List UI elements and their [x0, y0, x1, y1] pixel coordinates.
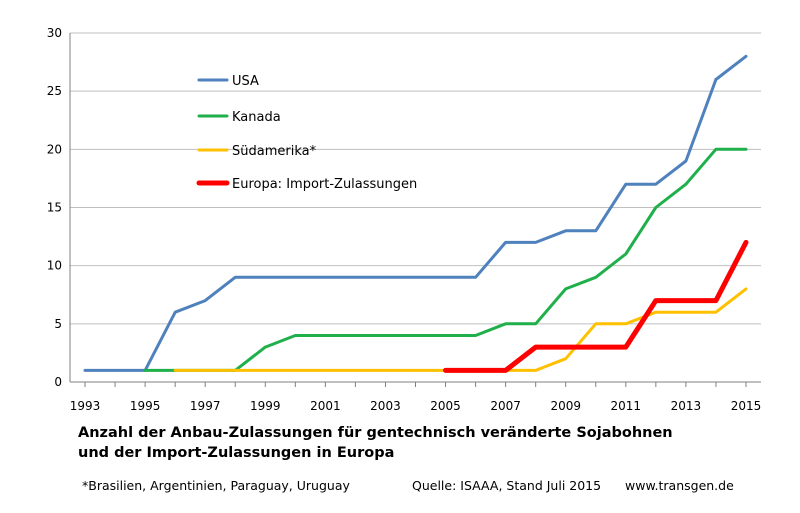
chart-caption: Anzahl der Anbau-Zulassungen für gentech… — [78, 423, 673, 463]
y-tick-label: 25 — [47, 84, 62, 98]
website-text: www.transgen.de — [625, 478, 734, 493]
x-tick-label: 2005 — [430, 399, 461, 413]
x-tick-label: 1993 — [70, 399, 101, 413]
legend-label: Europa: Import-Zulassungen — [232, 177, 417, 192]
x-tick-label: 2009 — [550, 399, 581, 413]
x-tick-label: 2007 — [490, 399, 521, 413]
y-tick-labels: 0 5 10 15 20 25 30 — [47, 26, 62, 389]
source-text: Quelle: ISAAA, Stand Juli 2015 — [412, 478, 602, 493]
x-tick-label: 1995 — [130, 399, 161, 413]
caption-line-1: Anzahl der Anbau-Zulassungen für gentech… — [78, 425, 673, 441]
x-tick-labels: 1993 1995 1997 1999 2001 2003 2005 2007 2009 2011… — [70, 399, 762, 413]
caption-line-2: und der Import-Zulassungen in Europa — [78, 445, 395, 461]
footnote: *Brasilien, Argentinien, Paraguay, Urugu… — [82, 478, 350, 493]
x-tick-label: 1997 — [190, 399, 221, 413]
legend: USA Kanada Südamerika* Europa: Import-Zulas… — [196, 74, 417, 192]
x-tick-label: 2011 — [611, 399, 642, 413]
y-tick-label: 30 — [47, 26, 62, 40]
series-line-3 — [443, 239, 749, 373]
gridlines — [70, 32, 761, 325]
y-tick-label: 20 — [47, 142, 62, 156]
legend-label: Kanada — [232, 110, 281, 125]
x-tick-label: 2003 — [370, 399, 401, 413]
series-line-0 — [83, 54, 748, 372]
series-lines — [83, 54, 749, 373]
y-tick-label: 5 — [54, 317, 62, 331]
line-chart: 0 5 10 15 20 25 30 1993 1995 1997 1999 2001 2003 200… — [47, 26, 762, 413]
axes — [69, 33, 761, 387]
x-tick-label: 1999 — [250, 399, 281, 413]
y-tick-label: 10 — [47, 259, 62, 273]
legend-label: USA — [232, 74, 259, 89]
x-tick-label: 2015 — [731, 399, 762, 413]
x-tick-label: 2001 — [310, 399, 341, 413]
legend-label: Südamerika* — [232, 144, 317, 159]
x-tick-label: 2013 — [671, 399, 702, 413]
y-tick-label: 0 — [54, 375, 62, 389]
y-tick-label: 15 — [47, 201, 62, 215]
series-line-1 — [143, 147, 748, 372]
